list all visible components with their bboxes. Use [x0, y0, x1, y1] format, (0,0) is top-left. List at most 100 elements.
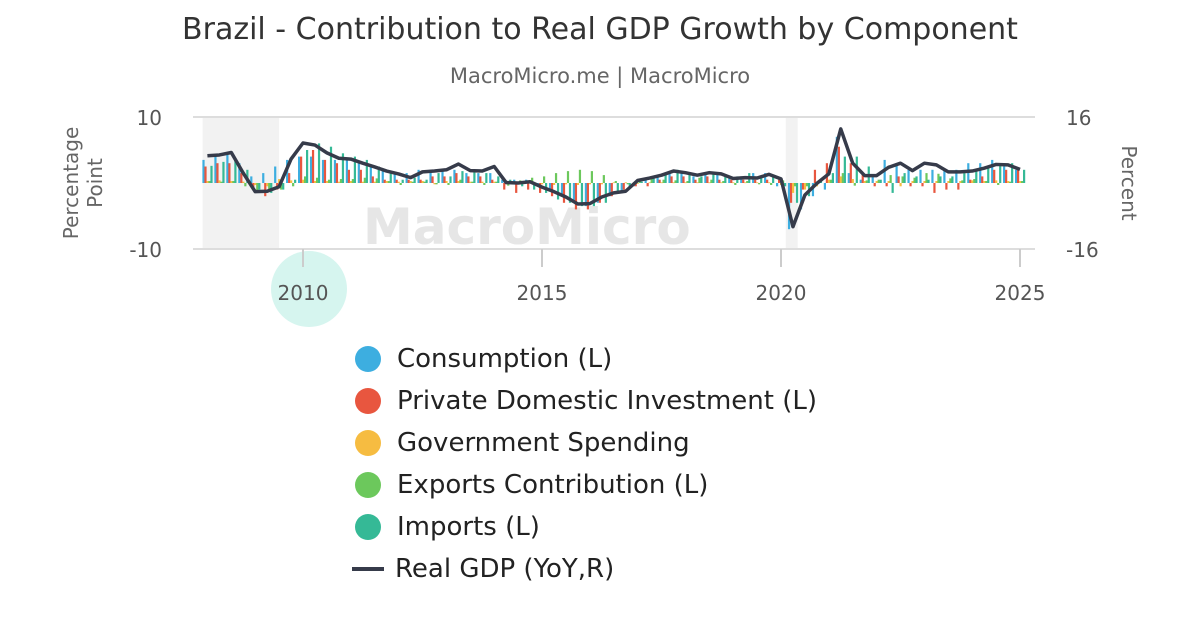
bar-imports: [676, 169, 679, 183]
bar-exports: [220, 181, 223, 183]
bar-private: [801, 183, 805, 190]
bar-consumption: [298, 156, 301, 183]
bar-private: [562, 183, 566, 203]
bar-exports: [304, 176, 307, 183]
bar-private: [228, 163, 231, 183]
bar-consumption: [943, 169, 946, 183]
bar-consumption: [417, 169, 420, 183]
bar-consumption: [823, 183, 826, 190]
bar-consumption: [238, 163, 241, 183]
bar-private: [897, 176, 900, 183]
bar-private: [861, 173, 864, 183]
bar-imports: [389, 173, 392, 183]
bar-exports: [543, 176, 546, 183]
bar-imports: [449, 176, 452, 183]
bar-exports: [805, 183, 809, 187]
bar-exports: [722, 181, 725, 183]
bar-imports: [772, 176, 775, 183]
bar-exports: [650, 179, 653, 183]
bar-exports: [770, 183, 773, 185]
bar-private: [455, 173, 458, 183]
bar-private: [383, 179, 386, 183]
bar-private: [216, 163, 219, 183]
bar-consumption: [214, 156, 217, 183]
legend-item-investment[interactable]: Private Domestic Investment (L): [352, 380, 817, 422]
bar-consumption: [776, 183, 779, 187]
bar-government: [313, 181, 317, 183]
bar-exports: [997, 183, 1000, 185]
bar-government: [791, 183, 795, 193]
bar-government: [887, 181, 890, 183]
legend-item-government[interactable]: Government Spending: [352, 422, 817, 464]
bar-government: [373, 181, 376, 183]
legend-dot-icon: [355, 472, 381, 498]
bar-imports: [784, 183, 787, 187]
bar-imports: [473, 169, 476, 183]
bar-imports: [987, 166, 990, 183]
bar-imports: [294, 179, 297, 183]
bar-exports: [1009, 181, 1012, 183]
bar-private: [718, 179, 721, 183]
bar-exports: [758, 183, 761, 185]
bar-consumption: [357, 163, 360, 183]
legend-label: Government Spending: [397, 428, 690, 458]
bar-government: [481, 181, 484, 183]
bar-private: [240, 173, 243, 183]
bar-consumption: [620, 183, 623, 193]
bar-consumption: [799, 183, 803, 210]
bar-consumption: [321, 159, 325, 183]
bar-imports: [425, 179, 428, 183]
bar-consumption: [548, 183, 552, 190]
bar-exports: [877, 179, 880, 183]
right-tick-label: -16: [1066, 238, 1099, 262]
right-tick-label: 16: [1066, 106, 1091, 130]
bar-imports: [306, 150, 309, 183]
bar-government: [827, 179, 830, 183]
bar-government: [552, 183, 556, 185]
bar-consumption: [692, 176, 695, 183]
bar-consumption: [345, 159, 348, 183]
legend-dot-icon: [355, 388, 381, 414]
bar-government: [278, 179, 281, 183]
bar-imports: [915, 176, 918, 183]
bar-government: [684, 182, 687, 184]
bar-private: [658, 179, 661, 183]
legend-item-imports[interactable]: Imports (L): [352, 506, 817, 548]
bar-consumption: [704, 173, 707, 183]
bar-government: [851, 179, 854, 183]
bar-government: [230, 181, 233, 183]
bar-government: [337, 181, 341, 183]
bar-exports: [531, 177, 534, 183]
bar-exports: [447, 183, 450, 185]
bar-government: [409, 181, 412, 183]
bar-government: [839, 176, 842, 183]
bar-imports: [341, 153, 345, 183]
bar-private: [969, 179, 972, 183]
bar-private: [778, 179, 781, 183]
chart-subtitle: MacroMicro.me | MacroMicro: [449, 64, 751, 88]
bar-consumption: [764, 173, 767, 183]
bar-private: [766, 179, 769, 183]
bar-consumption: [453, 169, 456, 183]
bar-government: [576, 183, 580, 185]
bar-government: [959, 181, 962, 183]
legend-item-exports[interactable]: Exports Contribution (L): [352, 464, 817, 506]
bar-imports: [999, 163, 1002, 183]
bar-government: [995, 180, 998, 183]
bar-government: [636, 183, 639, 184]
real-gdp-line: [207, 127, 1021, 229]
x-tick-label: 2020: [756, 281, 807, 305]
x-tick-label: 2025: [995, 281, 1046, 305]
bar-imports: [712, 173, 715, 183]
bar-government: [612, 182, 615, 184]
bar-private: [694, 179, 697, 183]
bar-exports: [292, 183, 295, 187]
legend-item-consumption[interactable]: Consumption (L): [352, 338, 817, 380]
bar-private: [311, 150, 315, 183]
bar-imports: [365, 159, 368, 183]
bar-exports: [985, 181, 988, 183]
bar-imports: [413, 177, 416, 183]
bar-consumption: [429, 169, 432, 183]
legend-item-real-gdp[interactable]: Real GDP (YoY,R): [352, 548, 817, 590]
bar-consumption: [680, 173, 683, 183]
